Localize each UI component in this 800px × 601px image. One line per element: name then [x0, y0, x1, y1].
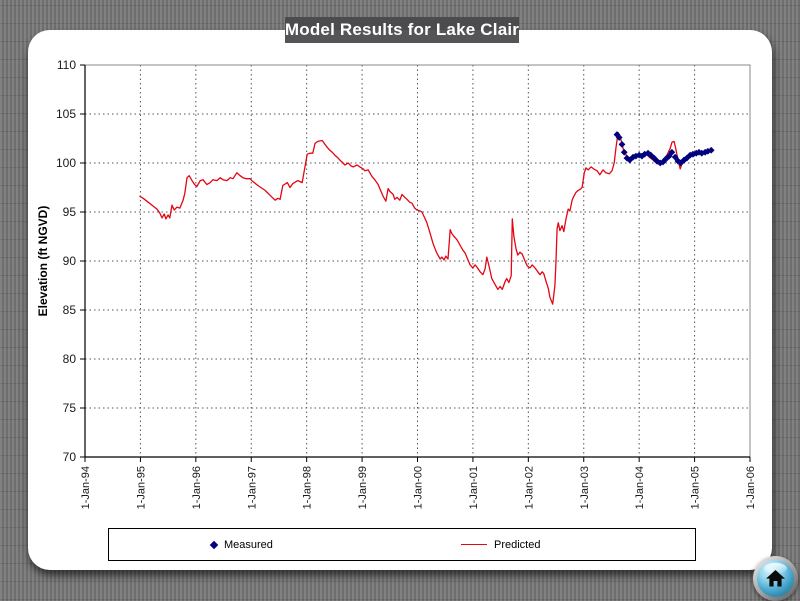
legend-predicted: Predicted	[461, 529, 540, 560]
axes	[80, 64, 751, 462]
x-tick-label: 1-Jan-98	[302, 466, 314, 509]
y-tick-label: 80	[63, 352, 77, 366]
legend-measured-label: Measured	[224, 538, 273, 551]
measured-point	[671, 153, 679, 161]
diamond-marker-icon	[209, 540, 219, 549]
y-tick-label: 70	[63, 450, 77, 464]
y-tick-label: 100	[56, 156, 76, 170]
page-title: Model Results for Lake Clair	[284, 20, 520, 39]
line-marker-icon	[461, 544, 487, 545]
measured-point	[615, 134, 623, 141]
x-gridlines	[139, 65, 696, 457]
y-tick-label: 75	[63, 401, 77, 415]
measured-points-series	[613, 131, 715, 167]
x-tick-label: 1-Jan-94	[80, 466, 92, 509]
home-button-face	[757, 560, 794, 597]
x-tick-label: 1-Jan-04	[634, 466, 646, 509]
x-tick-label: 1-Jan-96	[191, 466, 203, 509]
y-tick-label: 90	[63, 254, 77, 268]
y-tick-label: 95	[63, 205, 77, 219]
y-tick-labels: 70 75 80 85 90 95 100 105 110	[56, 58, 76, 464]
x-tick-label: 1-Jan-95	[135, 466, 147, 509]
predicted-line-series	[139, 131, 707, 305]
measured-point	[644, 149, 652, 157]
title-banner: Model Results for Lake Clair	[285, 17, 519, 43]
x-tick-label: 1-Jan-05	[690, 466, 702, 509]
x-tick-label: 1-Jan-06	[745, 466, 757, 509]
slide-panel	[28, 30, 772, 570]
x-tick-label: 1-Jan-99	[357, 466, 369, 509]
measured-point	[620, 148, 628, 156]
x-tick-label: 1-Jan-97	[246, 466, 258, 509]
y-tick-label: 105	[56, 107, 76, 121]
measured-point	[707, 146, 715, 154]
home-icon	[766, 570, 785, 587]
measured-point	[668, 148, 676, 156]
legend-predicted-label: Predicted	[494, 538, 541, 551]
legend: Measured Predicted	[108, 528, 696, 561]
measured-point	[618, 140, 626, 148]
y-axis-title: Elevation (ft NGVD)	[36, 205, 50, 317]
x-tick-label: 1-Jan-03	[579, 466, 591, 509]
x-tick-label: 1-Jan-00	[413, 466, 425, 509]
legend-measured: Measured	[209, 529, 273, 560]
x-tick-labels: 1-Jan-94 1-Jan-95 1-Jan-96 1-Jan-97 1-Jan-98…	[80, 466, 757, 509]
x-tick-label: 1-Jan-01	[468, 466, 480, 509]
home-button[interactable]	[753, 556, 798, 601]
y-tick-label: 110	[57, 58, 76, 72]
y-tick-label: 85	[63, 303, 77, 317]
x-tick-label: 1-Jan-02	[523, 466, 535, 509]
measured-point	[674, 157, 682, 165]
measured-point	[662, 155, 670, 163]
